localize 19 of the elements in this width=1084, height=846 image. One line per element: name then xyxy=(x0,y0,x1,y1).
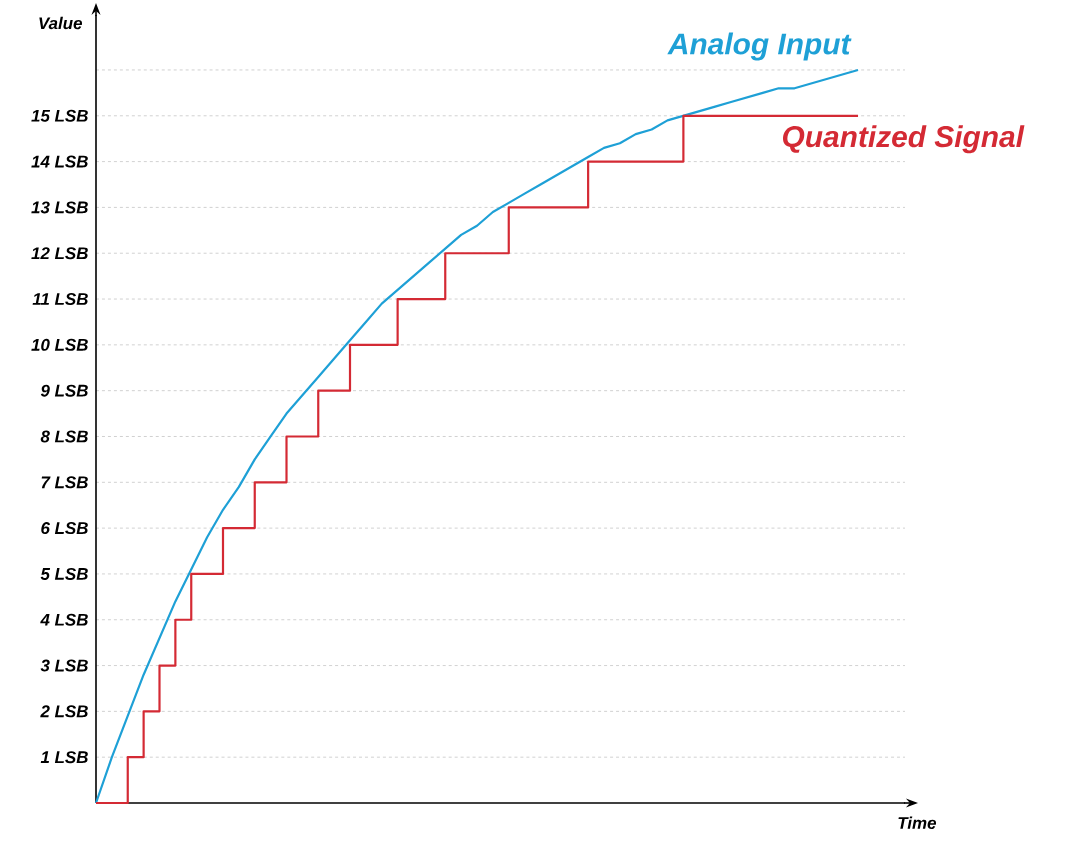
x-axis-title: Time xyxy=(898,816,937,829)
y-tick-label: 14 LSB xyxy=(31,155,88,168)
series-label: Quantized Signal xyxy=(782,125,1025,154)
y-tick-label: 7 LSB xyxy=(41,476,88,489)
y-tick-label: 2 LSB xyxy=(40,705,88,718)
y-tick-label: 11 LSB xyxy=(32,293,88,306)
y-tick-label: 13 LSB xyxy=(31,201,88,214)
y-tick-label: 8 LSB xyxy=(40,430,88,443)
y-tick-label: 3 LSB xyxy=(40,659,88,672)
y-tick-label: 5 LSB xyxy=(40,567,88,580)
y-tick-label: 12 LSB xyxy=(31,247,88,260)
series-label: Analog Input xyxy=(667,32,852,61)
y-tick-label: 4 LSB xyxy=(40,613,88,626)
y-tick-label: 15 LSB xyxy=(31,109,88,122)
y-tick-label: 1 LSB xyxy=(40,751,88,764)
y-tick-label: 9 LSB xyxy=(40,384,88,397)
y-axis-title: Value xyxy=(39,16,83,30)
y-tick-label: 6 LSB xyxy=(41,522,88,535)
y-tick-label: 10 LSB xyxy=(31,338,88,351)
